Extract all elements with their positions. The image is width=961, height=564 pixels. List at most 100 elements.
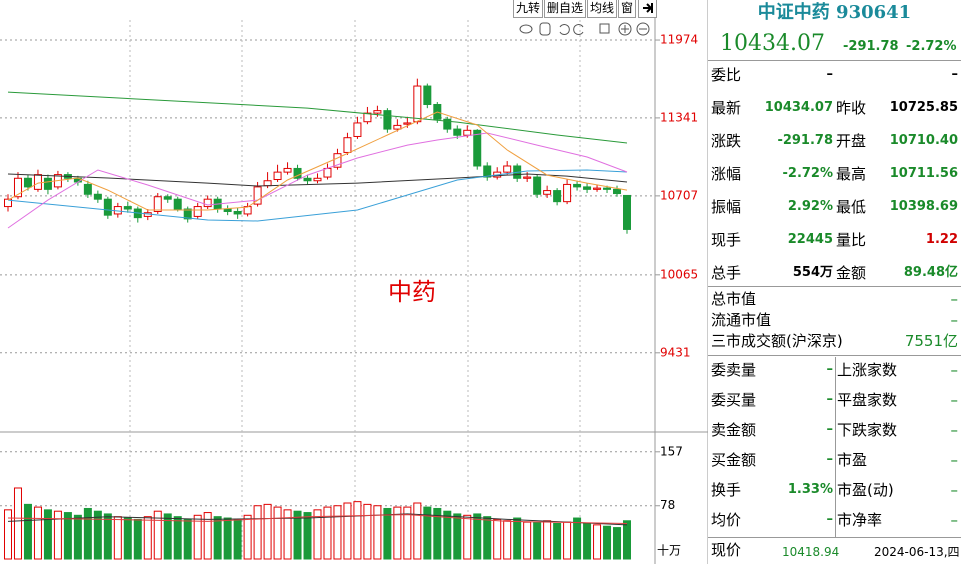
candle-body <box>623 194 631 230</box>
field-label: 昨收 <box>836 99 867 117</box>
tool-zoom-in[interactable] <box>618 22 632 36</box>
candle-body <box>23 177 32 188</box>
candle-body <box>523 176 532 179</box>
volume-bar <box>73 514 82 560</box>
volume-bar <box>43 509 52 560</box>
separator <box>708 537 961 538</box>
field-label: 流通市值 <box>711 311 772 329</box>
volume-bar <box>393 506 402 560</box>
volume-bar <box>63 512 72 560</box>
moving-average <box>7 514 628 524</box>
volume-bar <box>443 510 452 560</box>
tool-undo[interactable] <box>559 24 570 35</box>
candle-body <box>293 167 302 179</box>
field-value: – <box>950 311 959 329</box>
volume-bar <box>373 505 382 560</box>
field-label: 委卖量 <box>711 361 757 379</box>
field-value: 89.48亿 <box>903 265 958 280</box>
volume-bar <box>413 502 422 560</box>
quote-change-pct: -2.72% <box>906 39 957 54</box>
volume-bar <box>383 507 392 560</box>
candle-body <box>453 128 462 136</box>
candle-body <box>163 196 172 200</box>
field-label: 现手 <box>711 231 742 249</box>
candle-body <box>153 196 162 212</box>
volume-bar <box>223 517 232 560</box>
quote-title: 中证中药 930641 <box>757 2 912 23</box>
footer-label: 现价 <box>711 541 742 559</box>
volume-bar <box>303 512 312 560</box>
moving-average <box>7 132 628 229</box>
field-label: 市净率 <box>837 511 883 529</box>
field-label: 涨跌 <box>711 132 742 150</box>
moving-average <box>7 111 628 211</box>
volume-bar <box>403 506 412 560</box>
field-value: – <box>826 512 834 527</box>
volume-bar <box>553 522 562 560</box>
tool-eye[interactable] <box>519 24 533 34</box>
chart-tools[interactable] <box>519 22 650 36</box>
separator <box>835 357 836 537</box>
candle-body <box>533 176 542 195</box>
tool-zoom-out[interactable] <box>636 22 650 36</box>
annotation: 中药 <box>388 278 436 306</box>
candle-body <box>543 190 552 195</box>
field-value: 22445 <box>787 232 833 247</box>
candle-body <box>463 129 472 136</box>
separator <box>708 60 961 61</box>
moving-average <box>7 513 628 526</box>
volume-bar <box>53 510 62 560</box>
field-value: 554万 <box>792 265 833 280</box>
volume-bar <box>243 514 252 560</box>
field-value: – <box>826 452 834 467</box>
volume-bar <box>543 520 552 560</box>
volume-bar <box>203 512 212 560</box>
volume-bar <box>593 524 602 560</box>
tool-delete[interactable] <box>599 23 610 34</box>
field-value: – <box>826 362 834 377</box>
moving-average <box>7 173 628 187</box>
volume-bar <box>213 516 222 560</box>
volume-bar <box>153 510 162 560</box>
moving-average <box>7 169 628 222</box>
toolbar-button[interactable]: 删自选 <box>544 0 587 18</box>
toolbar-button[interactable]: 窗 <box>618 0 637 18</box>
field-label: 均价 <box>711 511 742 529</box>
tool-hand[interactable] <box>539 22 551 36</box>
candle-body <box>173 198 182 210</box>
field-value: – <box>826 422 834 437</box>
field-value: – <box>950 391 959 409</box>
volume-bar <box>183 518 192 560</box>
volume-bar <box>603 525 612 560</box>
volume-bar <box>433 507 442 560</box>
candle-body <box>263 180 272 187</box>
volume-bar <box>563 521 572 560</box>
toolbar-collapse[interactable] <box>638 0 657 18</box>
field-value: – <box>950 481 959 499</box>
candle-body <box>303 177 312 182</box>
candle-body <box>283 167 292 173</box>
candle-body <box>203 198 212 208</box>
separator <box>708 355 961 356</box>
volume-bar <box>193 514 202 560</box>
candle-body <box>233 210 242 215</box>
candle-body <box>553 190 562 203</box>
quote-change: -291.78 <box>843 39 899 54</box>
candle-body <box>33 174 42 190</box>
footer-date: 2024-06-13,四 <box>874 545 960 559</box>
volume-bar <box>313 509 322 560</box>
collapse-icon <box>643 3 653 13</box>
toolbar-button[interactable]: 均线 <box>587 0 618 18</box>
field-label: 最高 <box>836 165 867 183</box>
volume-bar <box>493 518 502 560</box>
toolbar-button[interactable]: 九转 <box>513 0 544 18</box>
volume-bar <box>353 501 362 560</box>
volume-bar <box>473 513 482 560</box>
volume-bar <box>453 513 462 560</box>
tool-redo[interactable] <box>573 24 584 35</box>
volume-bar <box>33 506 42 560</box>
field-value: -291.78 <box>777 133 833 148</box>
field-label: 卖金额 <box>711 421 757 439</box>
field-label: 振幅 <box>711 198 742 216</box>
